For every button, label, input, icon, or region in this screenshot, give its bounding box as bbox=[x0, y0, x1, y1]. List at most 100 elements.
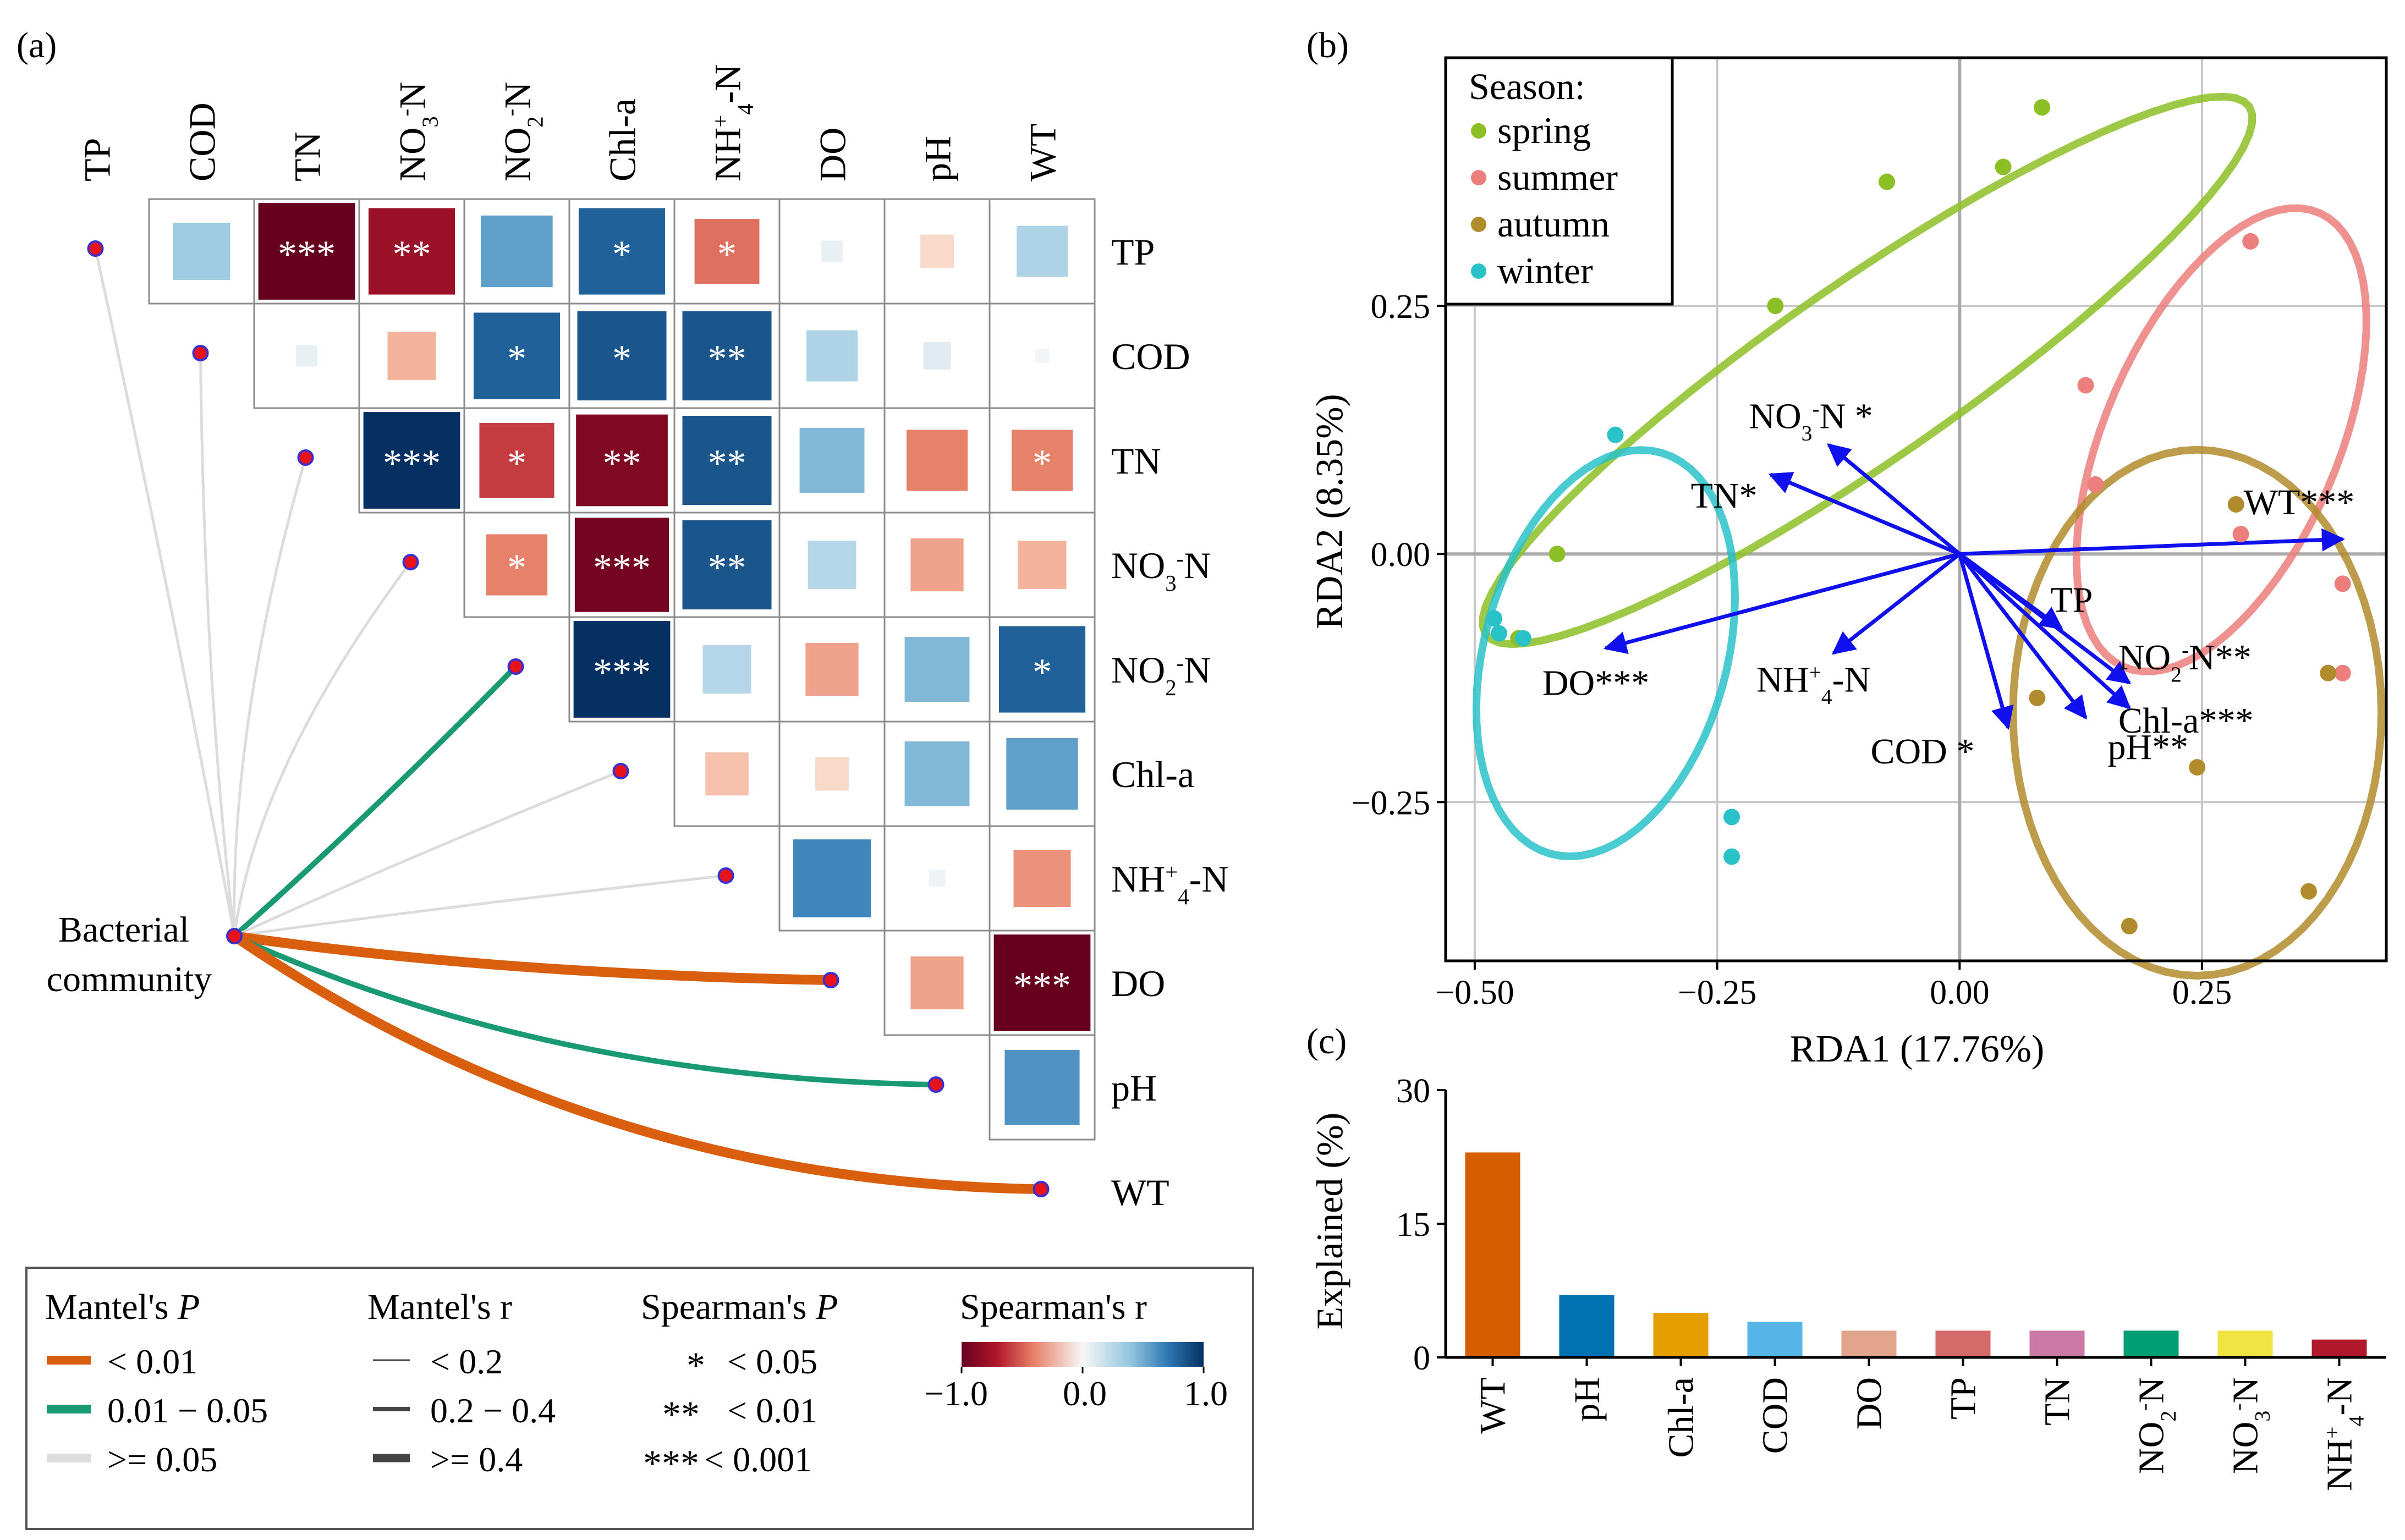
row-label: NO3-N bbox=[1111, 544, 1211, 596]
rda-x-axis-label: RDA1 (17.76%) bbox=[1790, 1028, 2045, 1070]
heatmap-square bbox=[910, 956, 964, 1010]
mantel-node bbox=[192, 345, 209, 361]
legend-spearman-p-title: Spearman's P bbox=[641, 1287, 838, 1327]
significance-stars: * bbox=[717, 233, 737, 276]
column-label: Chl-a bbox=[602, 98, 644, 182]
heatmap-square bbox=[904, 741, 970, 806]
season-legend-marker bbox=[1471, 170, 1486, 185]
heatmap-square bbox=[481, 215, 553, 288]
mantel-nodes bbox=[87, 240, 1050, 1197]
significance-stars: * bbox=[507, 547, 526, 589]
sample-point-summer bbox=[2242, 233, 2259, 250]
mantel-edge bbox=[233, 874, 727, 938]
mantel-node bbox=[297, 449, 314, 466]
significance-stars: ** bbox=[708, 547, 746, 589]
row-label: NO2-N bbox=[1111, 649, 1211, 700]
explained-bar bbox=[2217, 1330, 2273, 1357]
rda-y-tick-label: −0.25 bbox=[1352, 784, 1430, 822]
explained-x-tick-label: TP bbox=[1943, 1377, 1984, 1420]
explained-bar bbox=[1653, 1313, 1709, 1357]
legend-mantel-p-title: Mantel's P bbox=[45, 1287, 200, 1327]
mantel-node bbox=[717, 867, 734, 884]
env-arrow-label: TN* bbox=[1691, 476, 1758, 516]
explained-x-tick-label: NH+4-N bbox=[2320, 1377, 2369, 1491]
rda-y-axis-label: RDA2 (8.35%) bbox=[1309, 394, 1351, 629]
season-legend-label: spring bbox=[1497, 109, 1591, 151]
heatmap-square bbox=[1018, 541, 1067, 589]
env-arrow-label: DO*** bbox=[1542, 663, 1649, 703]
heatmap-square bbox=[694, 219, 760, 284]
sample-points bbox=[1486, 99, 2351, 934]
sample-point-spring bbox=[1549, 546, 1566, 563]
env-arrow bbox=[1958, 552, 2132, 685]
legend-mantel-p-item: < 0.01 bbox=[107, 1342, 197, 1381]
heatmap-square bbox=[906, 430, 968, 491]
explained-y-tick-label: 15 bbox=[1396, 1206, 1430, 1244]
explained-y-axis-label: Explained (%) bbox=[1309, 1113, 1350, 1330]
sample-point-autumn bbox=[2300, 883, 2317, 900]
sample-point-summer bbox=[2077, 377, 2094, 394]
significance-stars: * bbox=[612, 233, 632, 276]
mantel-node bbox=[1033, 1181, 1050, 1197]
mantel-node bbox=[927, 1076, 945, 1093]
env-arrow bbox=[1603, 552, 1961, 654]
significance-stars: * bbox=[507, 338, 526, 380]
explained-bars bbox=[1465, 1152, 2367, 1357]
heatmap-square bbox=[998, 626, 1086, 713]
sample-point-spring bbox=[1767, 298, 1784, 315]
column-label: WT bbox=[1022, 123, 1064, 182]
legend-mantel-r-item: >= 0.4 bbox=[430, 1440, 523, 1479]
season-ellipse-winter bbox=[1472, 446, 1739, 861]
sample-point-autumn bbox=[2029, 689, 2046, 706]
significance-stars: ** bbox=[708, 442, 746, 485]
explained-x-tick-label: pH bbox=[1567, 1377, 1607, 1422]
sample-point-autumn bbox=[2320, 664, 2337, 681]
sample-point-winter bbox=[1486, 610, 1503, 627]
env-arrow-label: NO2-N** bbox=[2118, 637, 2252, 686]
env-arrow-label: Chl-a*** bbox=[2118, 701, 2254, 741]
env-arrow bbox=[1827, 443, 1961, 556]
explained-bar bbox=[1747, 1322, 1803, 1357]
heatmap-cells: *** ** * ** * ***** * ** ** ** *** ***** **** bbox=[148, 198, 1096, 1141]
heatmap-square bbox=[806, 330, 858, 382]
significance-stars: *** bbox=[1013, 965, 1071, 1007]
colorbar-max-label: 1.0 bbox=[1184, 1374, 1228, 1413]
rda-x-tick-label: 0.25 bbox=[2172, 974, 2232, 1011]
explained-bar bbox=[2029, 1330, 2085, 1357]
sample-point-winter bbox=[1723, 848, 1740, 865]
mantel-edge bbox=[199, 351, 236, 938]
sample-point-winter bbox=[1607, 426, 1624, 443]
legend-star-symbol: ** bbox=[662, 1393, 700, 1435]
significance-stars: ** bbox=[708, 338, 746, 380]
column-label: TP bbox=[76, 138, 118, 182]
explained-bar bbox=[2123, 1330, 2179, 1357]
sample-point-summer bbox=[2334, 664, 2351, 681]
significance-stars: ** bbox=[393, 233, 431, 276]
row-label: NH+4-N bbox=[1111, 858, 1228, 909]
mantel-edge bbox=[233, 769, 622, 938]
explained-bar bbox=[1935, 1330, 1991, 1357]
env-arrow-label: NO3-N * bbox=[1749, 397, 1873, 446]
env-arrow bbox=[1959, 528, 2345, 556]
column-label: pH bbox=[917, 136, 959, 182]
mantel-edge bbox=[232, 933, 939, 1087]
column-label: COD bbox=[182, 102, 223, 182]
mantel-edge bbox=[233, 456, 307, 938]
row-label: Chl-a bbox=[1111, 754, 1194, 795]
legend-mantel-p-item: >= 0.05 bbox=[107, 1440, 217, 1479]
rda-biplot-panel: NO3-N * TN* WT*** DO*** NH+4-N TP NO2-N** Chl-a… bbox=[1309, 56, 2388, 1070]
heatmap-square bbox=[799, 428, 865, 493]
mantel-edge bbox=[229, 931, 836, 985]
panel-label-a: (a) bbox=[17, 25, 57, 65]
row-label: TN bbox=[1111, 440, 1161, 482]
sample-point-autumn bbox=[2121, 917, 2138, 934]
env-arrow-label: pH** bbox=[2108, 727, 2189, 767]
column-label: DO bbox=[812, 128, 854, 182]
sample-point-summer bbox=[2232, 526, 2249, 543]
heatmap-square bbox=[1011, 430, 1073, 491]
heatmap-square bbox=[910, 538, 964, 592]
heatmap-square bbox=[363, 412, 460, 509]
heatmap-square bbox=[929, 870, 946, 887]
legend-spearman-r-title: Spearman's r bbox=[960, 1287, 1147, 1327]
significance-stars: * bbox=[507, 442, 526, 485]
